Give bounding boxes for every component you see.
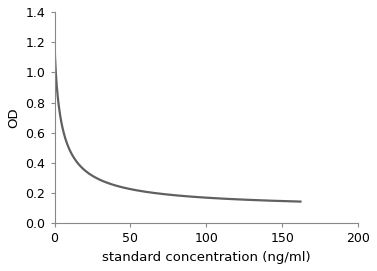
Y-axis label: OD: OD — [7, 107, 20, 128]
X-axis label: standard concentration (ng/ml): standard concentration (ng/ml) — [102, 251, 311, 264]
